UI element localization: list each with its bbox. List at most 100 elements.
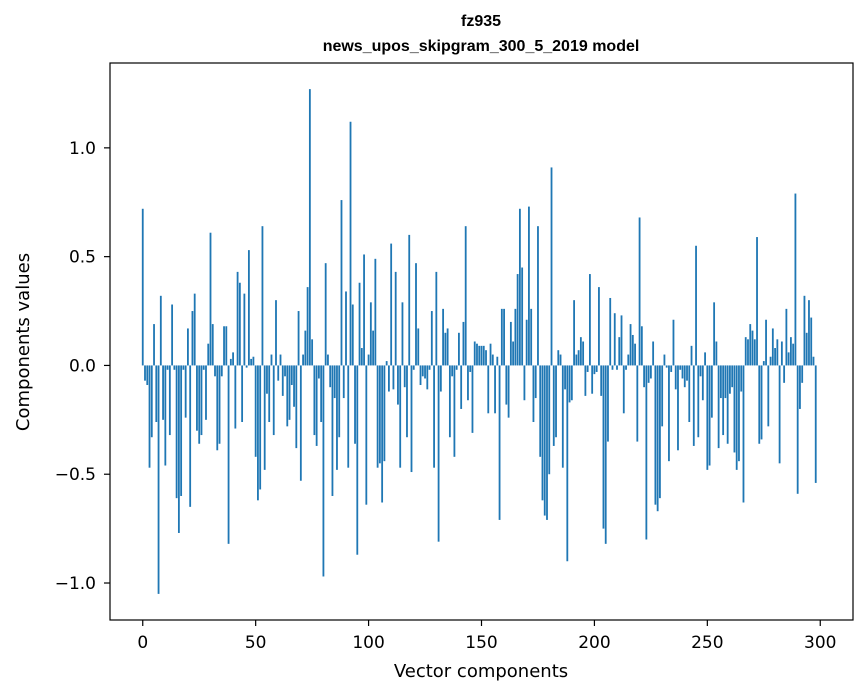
bar-176: [539, 365, 542, 457]
bar-282: [778, 365, 781, 464]
bar-71: [302, 354, 304, 366]
bar-59: [275, 300, 277, 366]
bar-79: [320, 365, 323, 422]
bar-149: [478, 345, 481, 366]
bar-246: [697, 365, 700, 438]
bar-45: [243, 293, 246, 366]
bar-41: [234, 365, 237, 429]
bar-139: [455, 365, 458, 370]
bar-102: [372, 330, 375, 366]
bar-151: [482, 345, 485, 366]
bar-148: [476, 343, 478, 366]
bar-99: [365, 365, 368, 505]
bar-1: [144, 365, 146, 381]
bar-252: [710, 365, 713, 418]
bar-248: [701, 365, 704, 401]
bar-230: [661, 365, 664, 427]
bar-223: [645, 365, 648, 540]
bar-244: [692, 365, 695, 446]
bar-278: [769, 356, 772, 366]
bar-46: [245, 365, 248, 368]
bar-16: [177, 365, 180, 533]
bar-120: [412, 365, 415, 370]
bar-285: [785, 308, 788, 366]
bar-261: [731, 365, 734, 388]
y-tick-label: −0.5: [55, 465, 96, 485]
bar-74: [308, 89, 311, 366]
bar-279: [771, 328, 774, 366]
bar-92: [349, 121, 352, 366]
bar-10: [164, 365, 167, 466]
bar-143: [464, 226, 467, 366]
bar-250: [706, 365, 709, 470]
bar-126: [426, 365, 429, 390]
bar-200: [593, 365, 596, 375]
bar-156: [494, 365, 496, 414]
bar-265: [740, 365, 743, 392]
bar-235: [672, 319, 675, 366]
bar-289: [794, 193, 797, 366]
bar-191: [573, 300, 575, 366]
bar-35: [220, 365, 223, 377]
bar-287: [789, 337, 792, 366]
bar-137: [451, 365, 454, 377]
bar-173: [532, 365, 535, 422]
bar-192: [575, 354, 578, 366]
bar-89: [342, 365, 345, 399]
x-axis-ticks: 0 50 100 150 200 250 300: [137, 620, 836, 653]
bar-227: [654, 365, 657, 505]
bar-165: [514, 308, 517, 366]
bar-20: [187, 328, 189, 366]
y-tick-label: 0.0: [69, 356, 96, 376]
bar-288: [792, 343, 795, 366]
bar-161: [505, 365, 508, 405]
bar-183: [555, 365, 557, 438]
bar-150: [480, 345, 483, 366]
bar-141: [460, 365, 463, 409]
bar-198: [589, 274, 591, 366]
bar-12: [168, 365, 171, 436]
bar-204: [602, 365, 605, 529]
bar-104: [376, 365, 379, 468]
bar-105: [378, 365, 381, 464]
bar-146: [471, 365, 474, 433]
bar-154: [489, 343, 492, 366]
y-tick-label: 0.5: [69, 248, 96, 268]
bar-262: [733, 365, 736, 453]
y-axis-ticks: −1.0 −0.5 0.0 0.5 1.0: [55, 139, 110, 594]
bar-5: [153, 324, 155, 366]
y-tick-label: −1.0: [55, 574, 96, 594]
bar-93: [351, 304, 354, 366]
bar-210: [616, 365, 618, 370]
bar-157: [496, 356, 499, 366]
bar-263: [735, 365, 738, 470]
x-tick-label: 0: [137, 633, 148, 653]
bar-37: [225, 326, 228, 366]
bar-184: [557, 350, 560, 366]
bar-203: [600, 365, 603, 396]
bar-180: [548, 365, 551, 475]
bar-11: [166, 365, 169, 370]
bar-206: [607, 365, 609, 442]
bar-182: [552, 365, 555, 446]
bar-32: [214, 365, 216, 377]
bar-87: [338, 365, 341, 438]
bar-228: [656, 365, 659, 512]
bar-160: [503, 308, 505, 366]
bar-140: [458, 332, 460, 366]
bar-172: [530, 308, 533, 366]
bar-125: [424, 365, 426, 379]
bar-236: [674, 365, 677, 390]
bar-222: [643, 365, 646, 388]
bar-147: [473, 341, 476, 366]
bar-123: [419, 365, 422, 386]
bar-56: [268, 365, 271, 422]
bar-268: [747, 339, 749, 366]
bar-168: [521, 267, 524, 366]
bar-118: [408, 234, 411, 366]
bar-274: [760, 365, 763, 440]
bar-108: [385, 361, 388, 366]
bar-19: [184, 365, 187, 418]
bar-254: [715, 341, 718, 366]
bar-199: [591, 365, 594, 394]
